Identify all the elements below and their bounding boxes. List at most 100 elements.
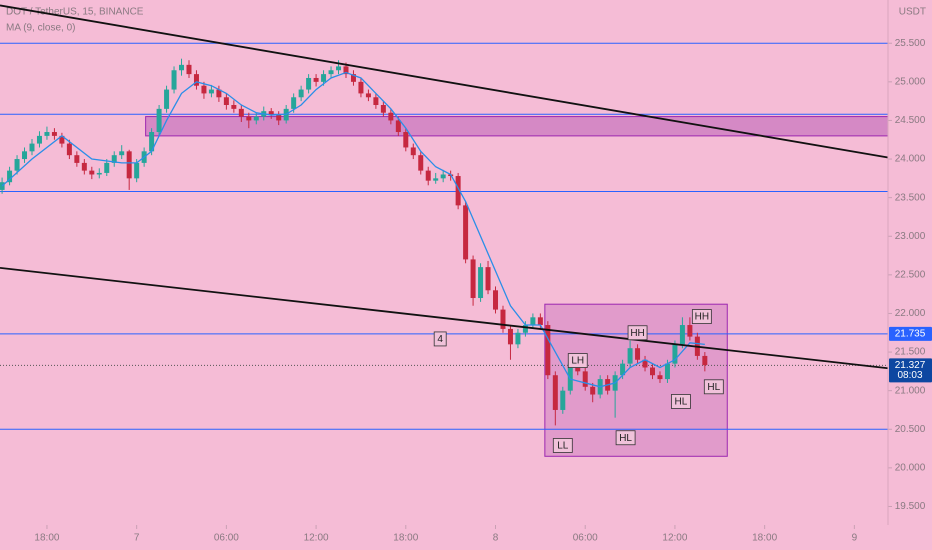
- y-tick-label: 25.500: [895, 38, 926, 49]
- candle-body: [156, 108, 162, 133]
- candle-body: [664, 363, 670, 380]
- annotation-text: LH: [571, 356, 584, 367]
- candle-body: [171, 70, 177, 90]
- annotation: HL: [703, 379, 724, 395]
- annotation-box: [567, 353, 588, 368]
- candle-body: [216, 89, 222, 98]
- candle-body: [410, 147, 416, 156]
- annotation: HL: [671, 394, 691, 409]
- annotation-text: HL: [707, 382, 720, 393]
- price-tag-label: 21.327: [895, 360, 926, 371]
- candle-body: [507, 328, 513, 345]
- candle-body: [231, 105, 237, 109]
- candle-body: [358, 81, 364, 94]
- annotation-text: HH: [630, 328, 644, 339]
- price-tag-label: 21.735: [895, 329, 926, 340]
- annotation-text: HH: [695, 312, 709, 323]
- candle-body: [493, 290, 499, 310]
- annotation: HH: [691, 309, 712, 324]
- y-tick-label: 24.000: [895, 154, 926, 165]
- x-tick-label: 8: [493, 533, 499, 544]
- candle-body: [14, 159, 20, 171]
- chart-title: DOT / TetherUS, 15, BINANCE: [6, 7, 144, 18]
- y-tick-label: 23.500: [895, 192, 926, 203]
- annotation-text: LL: [557, 441, 569, 452]
- candle-body: [567, 363, 573, 391]
- candle-body: [365, 93, 371, 98]
- candle-body: [36, 135, 42, 144]
- price-tag: [889, 358, 932, 383]
- candle-body: [537, 317, 543, 326]
- annotation: HH: [627, 325, 648, 341]
- x-tick-label: 12:00: [304, 533, 329, 544]
- annotation-text: HL: [675, 397, 688, 408]
- y-tick-label: 20.000: [895, 463, 926, 474]
- candle-body: [440, 174, 446, 179]
- annotation-box: [615, 430, 636, 446]
- annotation-box: [703, 379, 724, 395]
- candle-body: [403, 132, 409, 148]
- x-tick-label: 12:00: [662, 533, 687, 544]
- y-tick-label: 25.000: [895, 76, 926, 87]
- candle-body: [253, 116, 259, 121]
- currency-label: USDT: [899, 7, 926, 18]
- trendline: [0, 267, 889, 370]
- annotation-text: HL: [619, 433, 632, 444]
- candle-body: [193, 74, 199, 86]
- candle-body: [455, 176, 461, 206]
- y-tick-label: 21.000: [895, 385, 926, 396]
- candle-body: [186, 64, 192, 75]
- candle-body: [291, 97, 297, 109]
- candle-body: [522, 325, 528, 333]
- candle-body: [51, 132, 57, 136]
- x-tick-label: 9: [852, 533, 858, 544]
- candle-body: [672, 344, 678, 364]
- candle-body: [179, 64, 185, 71]
- x-tick-label: 06:00: [214, 533, 239, 544]
- candle-body: [343, 66, 349, 75]
- candle-body: [425, 170, 431, 181]
- x-tick-label: 06:00: [573, 533, 598, 544]
- annotation: HL: [615, 430, 636, 446]
- price-tag-countdown: 08:03: [897, 370, 922, 381]
- annotation-box: [552, 438, 573, 453]
- candle-body: [29, 143, 35, 152]
- candle-body: [657, 375, 663, 380]
- candle-body: [223, 97, 229, 105]
- candle-body: [433, 178, 439, 181]
- ma-line: [1, 71, 705, 388]
- candle-body: [470, 259, 476, 299]
- y-tick-label: 23.000: [895, 231, 926, 242]
- candle-body: [246, 116, 252, 121]
- candle-body: [119, 151, 125, 156]
- candle-body: [164, 89, 170, 109]
- candle-body: [635, 348, 641, 360]
- candle-body: [7, 170, 13, 183]
- annotation: LL: [552, 438, 573, 453]
- candle-body: [201, 85, 207, 94]
- candle-body: [463, 205, 469, 260]
- candle-body: [590, 386, 596, 395]
- candle-body: [328, 70, 334, 75]
- x-tick-label: 7: [134, 533, 140, 544]
- candle-body: [74, 155, 80, 163]
- candle-body: [321, 74, 327, 82]
- candle-body: [545, 325, 551, 376]
- annotation: 4: [433, 331, 447, 347]
- candle-body: [66, 143, 72, 156]
- x-tick-label: 18:00: [34, 533, 59, 544]
- candle-body: [111, 155, 117, 163]
- y-tick-label: 20.500: [895, 424, 926, 435]
- y-tick-label: 22.000: [895, 308, 926, 319]
- candle-body: [687, 325, 693, 337]
- y-tick-label: 19.500: [895, 501, 926, 512]
- y-tick-label: 22.500: [895, 269, 926, 280]
- candle-body: [44, 132, 50, 136]
- annotation: LH: [567, 353, 588, 368]
- candle-body: [702, 355, 708, 366]
- y-tick-label: 21.500: [895, 347, 926, 358]
- y-tick-label: 24.500: [895, 115, 926, 126]
- candle-body: [89, 170, 95, 175]
- candle-body: [22, 151, 28, 160]
